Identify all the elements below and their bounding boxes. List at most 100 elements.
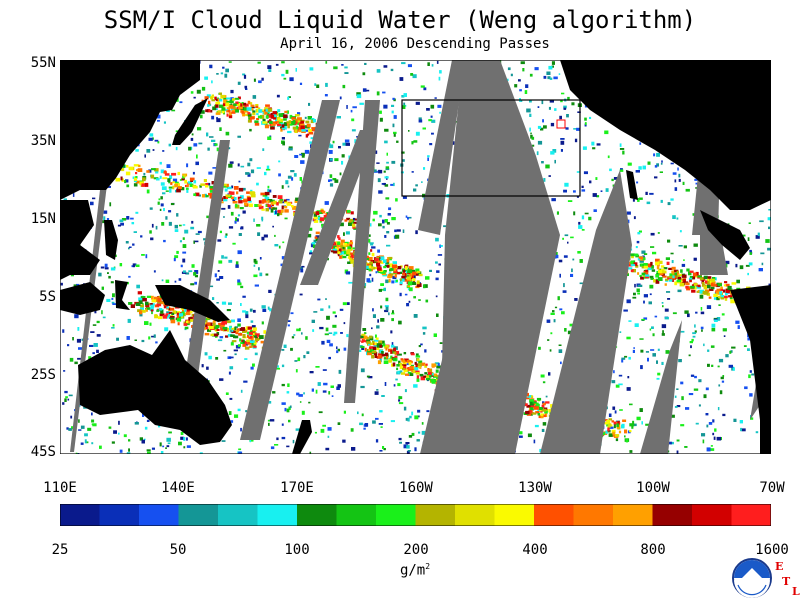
cloud-pixel (527, 395, 532, 398)
cloud-pixel (242, 113, 245, 117)
cloud-pixel (154, 168, 159, 172)
cloud-pixel (250, 169, 255, 174)
cloud-pixel (382, 273, 388, 277)
cloud-pixel (70, 274, 74, 277)
cloud-pixel (253, 264, 256, 267)
units-text: g/m (399, 562, 426, 579)
cloud-pixel (725, 283, 730, 287)
cloud-pixel (216, 117, 218, 120)
cloud-pixel (728, 364, 733, 368)
cloud-pixel (399, 370, 403, 374)
cloud-pixel (403, 369, 407, 373)
cloud-pixel (729, 297, 733, 300)
cloud-pixel (366, 341, 371, 344)
cloud-pixel (364, 347, 367, 352)
colorbar-label-1600: 1600 (755, 542, 789, 558)
cloud-pixel (539, 407, 543, 410)
cloud-pixel (643, 300, 645, 304)
cloud-pixel (680, 381, 684, 385)
cloud-pixel (418, 360, 423, 364)
cloud-pixel (408, 435, 413, 438)
cloud-pixel (375, 334, 377, 338)
cloud-pixel (194, 274, 198, 278)
cloud-pixel (560, 138, 565, 140)
cloud-pixel (366, 278, 371, 283)
cloud-pixel (671, 270, 675, 274)
cloud-pixel (384, 305, 389, 308)
cloud-pixel (112, 324, 115, 327)
cloud-pixel (384, 140, 388, 144)
cloud-pixel (278, 160, 281, 163)
cloud-pixel (264, 171, 267, 176)
cloud-pixel (615, 384, 620, 388)
cloud-pixel (608, 433, 613, 437)
cloud-pixel (418, 119, 423, 123)
cloud-pixel (747, 272, 749, 276)
cloud-pixel (695, 311, 698, 314)
cloud-pixel (405, 442, 410, 445)
cloud-pixel (325, 327, 329, 332)
cloud-pixel (300, 125, 305, 130)
cloud-pixel (226, 327, 229, 332)
cloud-pixel (291, 177, 294, 181)
cloud-pixel (237, 279, 241, 283)
cloud-pixel (343, 243, 348, 246)
cloud-pixel (411, 411, 414, 416)
cloud-pixel (621, 357, 626, 360)
cloud-pixel (166, 109, 170, 112)
cloud-pixel (612, 406, 616, 410)
cloud-pixel (390, 330, 393, 334)
cloud-pixel (203, 179, 207, 183)
cloud-pixel (631, 254, 634, 259)
cloud-pixel (643, 270, 649, 275)
cloud-pixel (217, 110, 222, 113)
cloud-pixel (90, 331, 95, 333)
cloud-pixel (337, 422, 341, 425)
cloud-pixel (559, 273, 561, 278)
cloud-pixel (199, 114, 203, 119)
cloud-pixel (425, 375, 430, 378)
cloud-pixel (621, 359, 624, 363)
cloud-pixel (676, 217, 679, 220)
cloud-pixel (160, 196, 163, 200)
cloud-pixel (228, 302, 232, 305)
cloud-pixel (300, 160, 305, 164)
cloud-pixel (246, 191, 250, 194)
cloud-pixel (143, 438, 146, 441)
cloud-pixel (343, 322, 346, 325)
cloud-pixel (253, 78, 256, 82)
cloud-pixel (427, 155, 430, 158)
cloud-pixel (383, 170, 386, 173)
cloud-pixel (674, 395, 677, 398)
cloud-pixel (412, 74, 417, 79)
cloud-pixel (376, 346, 380, 350)
cloud-pixel (342, 246, 345, 250)
cloud-pixel (77, 327, 80, 331)
cloud-pixel (583, 171, 588, 175)
cloud-pixel (683, 245, 687, 249)
cloud-pixel (368, 265, 372, 269)
cloud-pixel (309, 250, 313, 253)
cloud-pixel (403, 366, 407, 370)
cloud-pixel (545, 164, 550, 169)
cloud-pixel (244, 358, 248, 360)
cloud-pixel (315, 237, 320, 242)
cloud-pixel (249, 345, 252, 348)
cloud-pixel (596, 195, 600, 198)
cloud-pixel (231, 109, 236, 112)
colorbar-label-25: 25 (51, 542, 69, 558)
cloud-pixel (294, 155, 299, 158)
cloud-pixel (375, 150, 378, 154)
cloud-pixel (349, 241, 353, 245)
cloud-pixel (645, 269, 648, 272)
cloud-pixel (311, 127, 315, 132)
cloud-pixel (710, 448, 715, 451)
cloud-pixel (263, 234, 268, 238)
cloud-pixel (408, 360, 413, 364)
cloud-pixel (684, 446, 688, 448)
cloud-pixel (162, 445, 165, 448)
cloud-pixel (699, 294, 704, 299)
cloud-pixel (654, 176, 658, 179)
cloud-pixel (384, 382, 387, 386)
cloud-pixel (661, 270, 664, 273)
